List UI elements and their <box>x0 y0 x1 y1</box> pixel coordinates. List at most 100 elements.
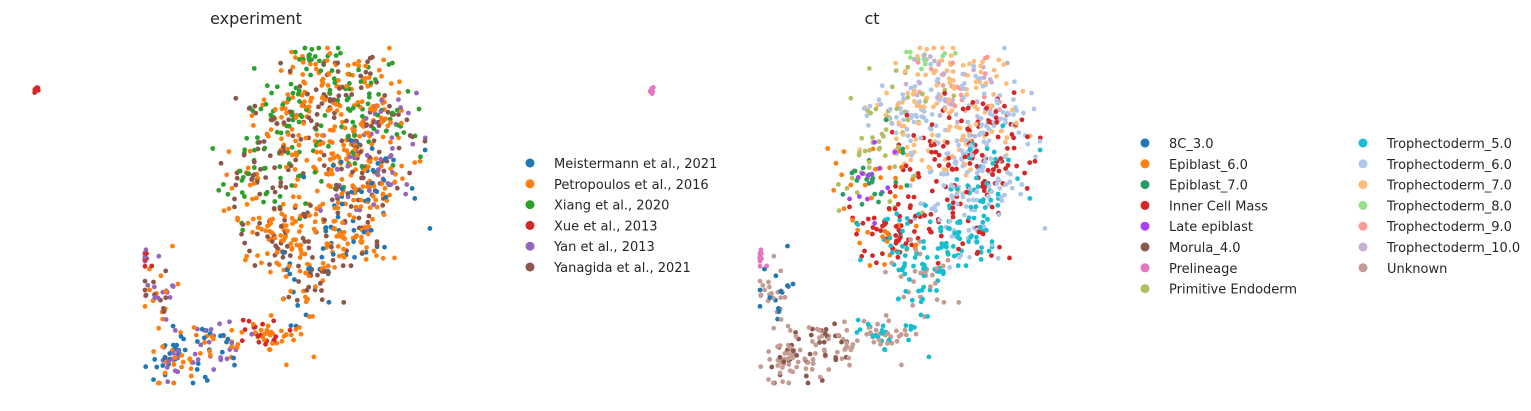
point-719 <box>904 245 910 251</box>
legend-marker-10 <box>1358 180 1368 190</box>
point-849 <box>323 228 329 234</box>
point-557 <box>950 167 955 173</box>
point-337 <box>979 122 985 128</box>
point-1070 <box>151 349 157 354</box>
point-762 <box>911 194 917 200</box>
point-459 <box>954 138 960 144</box>
legend-label-4: Late epiblast <box>1169 220 1253 235</box>
point-608 <box>950 184 956 190</box>
point-566 <box>382 185 388 191</box>
point-86 <box>983 71 988 77</box>
point-1099 <box>803 366 809 372</box>
point-328 <box>314 122 320 128</box>
point-320 <box>394 132 400 137</box>
point-20 <box>306 53 312 58</box>
point-951 <box>258 327 264 333</box>
point-625 <box>409 186 415 191</box>
legend-marker-9 <box>1358 159 1368 169</box>
point-433 <box>937 97 943 103</box>
point-667 <box>394 185 400 191</box>
point-946 <box>265 323 271 329</box>
point-89 <box>333 53 339 58</box>
point-834 <box>320 246 326 252</box>
point-605 <box>981 213 987 219</box>
point-648 <box>967 147 973 152</box>
point-775 <box>370 216 375 222</box>
point-263 <box>390 146 395 151</box>
point-174 <box>274 84 280 90</box>
point-511 <box>893 180 899 185</box>
point-1105 <box>771 325 777 331</box>
point-299 <box>998 116 1004 122</box>
point-885 <box>934 254 940 260</box>
point-327 <box>934 179 939 184</box>
point-693 <box>854 231 859 237</box>
point-1051 <box>199 326 205 332</box>
point-14 <box>293 55 298 60</box>
point-655 <box>1037 147 1043 153</box>
point-201 <box>278 68 284 73</box>
legend-label-3: Inner Cell Mass <box>1169 199 1268 214</box>
point-172 <box>866 66 872 71</box>
point-853 <box>380 255 386 261</box>
point-729 <box>250 229 256 235</box>
point-472 <box>277 164 283 170</box>
point-326 <box>292 167 298 172</box>
point-617 <box>387 192 392 198</box>
point-684 <box>244 253 250 259</box>
point-1088 <box>803 373 809 379</box>
point-759 <box>903 241 909 247</box>
point-738 <box>278 183 283 189</box>
point-525 <box>257 191 263 197</box>
point-435 <box>317 157 323 162</box>
point-218 <box>279 106 285 112</box>
point-279 <box>406 110 411 116</box>
scatter-points-experiment <box>32 45 433 386</box>
point-1129 <box>175 281 181 287</box>
point-571 <box>938 171 944 177</box>
point-1028 <box>797 347 803 353</box>
point-1054 <box>846 355 851 361</box>
point-203 <box>296 142 302 148</box>
point-218 <box>894 106 900 112</box>
point-211 <box>883 127 889 132</box>
point-437 <box>278 130 284 136</box>
point-915 <box>292 277 297 282</box>
point-498 <box>216 187 222 193</box>
point-1048 <box>826 367 832 372</box>
point-808 <box>358 197 364 203</box>
point-1053 <box>229 344 235 350</box>
point-492 <box>277 149 283 155</box>
point-31 <box>313 66 319 72</box>
point-645 <box>367 159 373 165</box>
point-233 <box>263 101 269 107</box>
point-840 <box>956 254 962 260</box>
point-220 <box>249 113 255 119</box>
point-540 <box>859 201 865 207</box>
point-788 <box>955 263 961 269</box>
point-487 <box>262 145 268 151</box>
point-742 <box>905 194 911 200</box>
point-144 <box>381 57 387 63</box>
point-982 <box>879 330 885 336</box>
point-948 <box>894 328 899 334</box>
point-1045 <box>220 332 226 338</box>
point-212 <box>258 106 264 112</box>
legend-label-1: Petropoulos et al., 2016 <box>554 178 709 193</box>
point-676 <box>910 177 915 182</box>
point-515 <box>849 175 855 181</box>
point-730 <box>847 204 852 210</box>
point-1122 <box>151 279 156 285</box>
legend-label-4: Yan et al., 2013 <box>553 240 655 255</box>
point-808 <box>973 197 979 203</box>
point-1076 <box>154 364 160 370</box>
point-509 <box>825 146 831 151</box>
point-941 <box>901 263 907 269</box>
point-498 <box>831 187 837 193</box>
point-662 <box>994 119 1000 125</box>
point-610 <box>962 154 968 160</box>
point-447 <box>967 133 972 139</box>
point-930 <box>308 270 313 275</box>
point-527 <box>839 172 845 178</box>
point-316 <box>1011 112 1016 117</box>
